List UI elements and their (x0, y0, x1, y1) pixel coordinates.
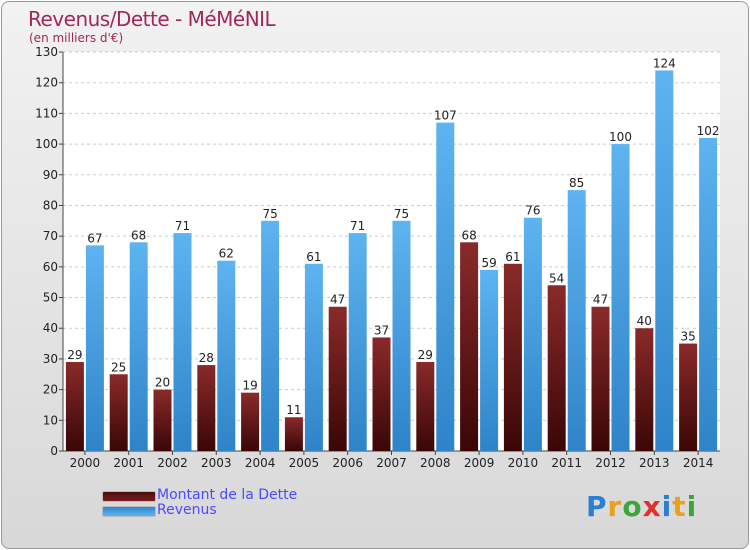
data-label-dette: 61 (505, 250, 520, 264)
data-label-revenus: 102 (697, 124, 720, 138)
plot-area (63, 52, 720, 451)
y-tick-label: 110 (35, 106, 58, 120)
bar-revenus (655, 70, 674, 452)
x-tick-label: 2009 (464, 456, 495, 470)
bar-dette (503, 263, 522, 451)
y-tick-label: 60 (43, 260, 58, 274)
y-tick-label: 120 (35, 76, 58, 90)
x-tick-label: 2006 (332, 456, 363, 470)
y-tick-label: 50 (43, 291, 58, 305)
bar-dette (328, 306, 347, 451)
bar-revenus (173, 233, 192, 451)
bar-revenus (392, 220, 411, 451)
data-label-dette: 47 (330, 293, 345, 307)
data-label-revenus: 107 (434, 109, 457, 123)
data-label-dette: 29 (418, 348, 433, 362)
data-label-dette: 68 (461, 228, 476, 242)
x-tick-label: 2010 (508, 456, 539, 470)
data-label-revenus: 75 (262, 207, 277, 221)
data-label-revenus: 124 (653, 56, 676, 70)
bar-dette (153, 389, 172, 451)
bar-dette (284, 417, 303, 451)
data-label-dette: 28 (199, 351, 214, 365)
data-label-revenus: 75 (394, 207, 409, 221)
data-label-dette: 25 (111, 360, 126, 374)
bar-dette (547, 285, 566, 451)
x-tick-label: 2003 (201, 456, 232, 470)
bar-dette (460, 242, 479, 451)
data-label-revenus: 76 (525, 204, 540, 218)
bar-dette (416, 361, 435, 451)
data-label-revenus: 100 (609, 130, 632, 144)
data-label-revenus: 68 (131, 228, 146, 242)
data-label-dette: 35 (680, 330, 695, 344)
data-label-revenus: 59 (481, 256, 496, 270)
bar-revenus (567, 190, 586, 451)
bar-dette (679, 343, 698, 451)
proxiti-logo: Proxiti (586, 490, 698, 523)
bar-revenus (129, 242, 148, 451)
x-tick-label: 2012 (595, 456, 626, 470)
x-tick-label: 2008 (420, 456, 451, 470)
x-tick-label: 2013 (639, 456, 670, 470)
y-tick-label: 0 (50, 444, 58, 458)
y-tick-label: 40 (43, 321, 58, 335)
y-tick-label: 70 (43, 229, 58, 243)
bar-dette (109, 374, 128, 451)
bar-revenus (436, 122, 455, 451)
data-label-revenus: 71 (350, 219, 365, 233)
data-label-dette: 47 (593, 293, 608, 307)
bar-revenus (699, 137, 718, 451)
bar-revenus (523, 217, 542, 451)
x-tick-label: 2000 (70, 456, 101, 470)
y-tick-label: 30 (43, 352, 58, 366)
x-tick-label: 2001 (113, 456, 144, 470)
data-label-dette: 54 (549, 271, 564, 285)
y-tick-label: 100 (35, 137, 58, 151)
legend-swatch-revenus (102, 506, 156, 517)
bar-revenus (261, 220, 280, 451)
data-label-revenus: 62 (219, 247, 234, 261)
data-label-dette: 37 (374, 323, 389, 337)
y-tick-label: 80 (43, 198, 58, 212)
x-tick-label: 2014 (683, 456, 714, 470)
legend-label-revenus: Revenus (157, 502, 217, 518)
bar-dette (197, 365, 216, 451)
bar-revenus (611, 144, 630, 452)
x-tick-label: 2007 (376, 456, 407, 470)
y-tick-label: 10 (43, 413, 58, 427)
bar-dette (65, 361, 84, 451)
data-label-dette: 11 (286, 403, 301, 417)
data-label-revenus: 85 (569, 176, 584, 190)
bar-dette (241, 392, 260, 451)
bar-revenus (348, 233, 367, 451)
x-tick-label: 2002 (157, 456, 188, 470)
data-label-revenus: 61 (306, 250, 321, 264)
x-tick-label: 2004 (245, 456, 276, 470)
y-tick-label: 20 (43, 383, 58, 397)
data-label-dette: 40 (637, 314, 652, 328)
bar-dette (591, 306, 610, 451)
bar-revenus (85, 245, 104, 451)
data-label-dette: 19 (242, 379, 257, 393)
x-tick-label: 2011 (551, 456, 582, 470)
data-label-revenus: 71 (175, 219, 190, 233)
data-label-revenus: 67 (87, 231, 102, 245)
y-tick-label: 90 (43, 168, 58, 182)
bar-dette (372, 337, 391, 451)
legend-swatch-dette (102, 491, 156, 502)
x-tick-label: 2005 (289, 456, 320, 470)
bar-dette (635, 328, 654, 451)
bar-revenus (217, 260, 236, 451)
chart-title: Revenus/Dette - MéMéNIL (28, 7, 276, 31)
chart-subtitle: (en milliers d'€) (29, 31, 124, 45)
bar-revenus (304, 263, 323, 451)
bar-revenus (480, 269, 499, 451)
data-label-dette: 29 (67, 348, 82, 362)
data-label-dette: 20 (155, 376, 170, 390)
y-tick-label: 130 (35, 45, 58, 59)
legend-label-dette: Montant de la Dette (157, 487, 298, 503)
